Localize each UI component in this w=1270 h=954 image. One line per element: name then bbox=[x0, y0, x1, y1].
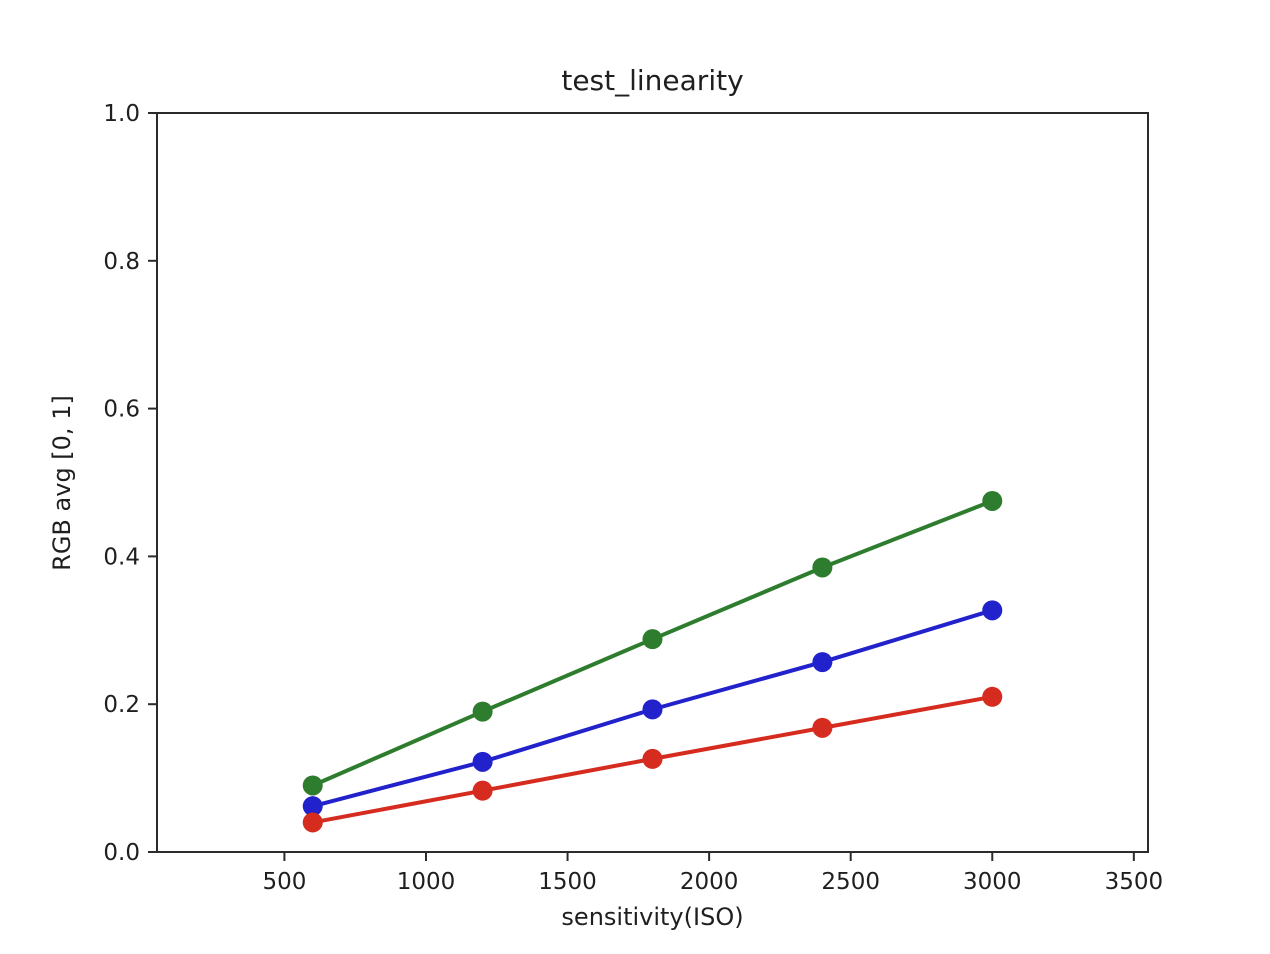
series-marker-green-channel bbox=[812, 557, 833, 578]
series-marker-green-channel bbox=[642, 629, 663, 650]
series-marker-red-channel bbox=[302, 812, 323, 833]
x-tick-label: 2000 bbox=[680, 869, 739, 895]
series-marker-green-channel bbox=[982, 490, 1003, 511]
x-axis-label: sensitivity(ISO) bbox=[561, 903, 744, 931]
plot-frame bbox=[156, 112, 1149, 853]
series-marker-green-channel bbox=[302, 775, 323, 796]
x-tick-label: 2500 bbox=[821, 869, 880, 895]
y-tick-label: 0.6 bbox=[103, 397, 140, 423]
series-marker-blue-channel bbox=[642, 699, 663, 720]
series-marker-red-channel bbox=[472, 780, 493, 801]
y-tick-label: 1.0 bbox=[103, 101, 140, 127]
series-marker-blue-channel bbox=[982, 600, 1003, 621]
y-tick-label: 0.2 bbox=[103, 692, 140, 718]
series-marker-blue-channel bbox=[812, 652, 833, 673]
x-tick-label: 3500 bbox=[1105, 869, 1164, 895]
series-marker-red-channel bbox=[642, 748, 663, 769]
series-marker-blue-channel bbox=[302, 796, 323, 817]
x-tick-label: 1500 bbox=[538, 869, 597, 895]
series-marker-red-channel bbox=[812, 717, 833, 738]
chart-title: test_linearity bbox=[561, 64, 744, 97]
y-tick-label: 0.0 bbox=[103, 840, 140, 866]
y-tick-label: 0.8 bbox=[103, 249, 140, 275]
x-tick-label: 500 bbox=[262, 869, 306, 895]
x-tick-label: 1000 bbox=[397, 869, 456, 895]
x-tick-label: 3000 bbox=[963, 869, 1022, 895]
series-marker-red-channel bbox=[982, 686, 1003, 707]
series-marker-blue-channel bbox=[472, 751, 493, 772]
y-tick-label: 0.4 bbox=[103, 544, 140, 570]
series-marker-green-channel bbox=[472, 701, 493, 722]
